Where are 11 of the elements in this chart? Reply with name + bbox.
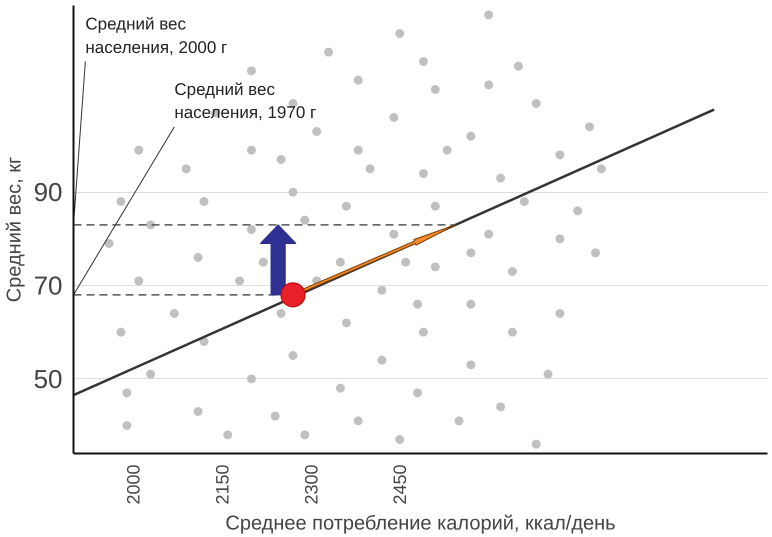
ref-line-label: Средний вес населения, 2000 г xyxy=(85,14,228,57)
y-axis-title: Средний вес, кг xyxy=(4,156,26,302)
x-tick-label: 2150 xyxy=(212,464,232,505)
y-tick-label: 50 xyxy=(34,364,62,394)
x-tick-label: 2450 xyxy=(390,464,410,505)
x-axis-title: Среднее потребление калорий, ккал/день xyxy=(225,512,616,535)
x-tick-label: 2300 xyxy=(301,464,322,505)
y-tick-label: 90 xyxy=(34,177,62,208)
x-tick-label: 2000 xyxy=(123,464,144,505)
y-tick-label: 70 xyxy=(34,270,62,300)
ref-line-label: Средний вес населения, 1970 г xyxy=(174,80,316,122)
